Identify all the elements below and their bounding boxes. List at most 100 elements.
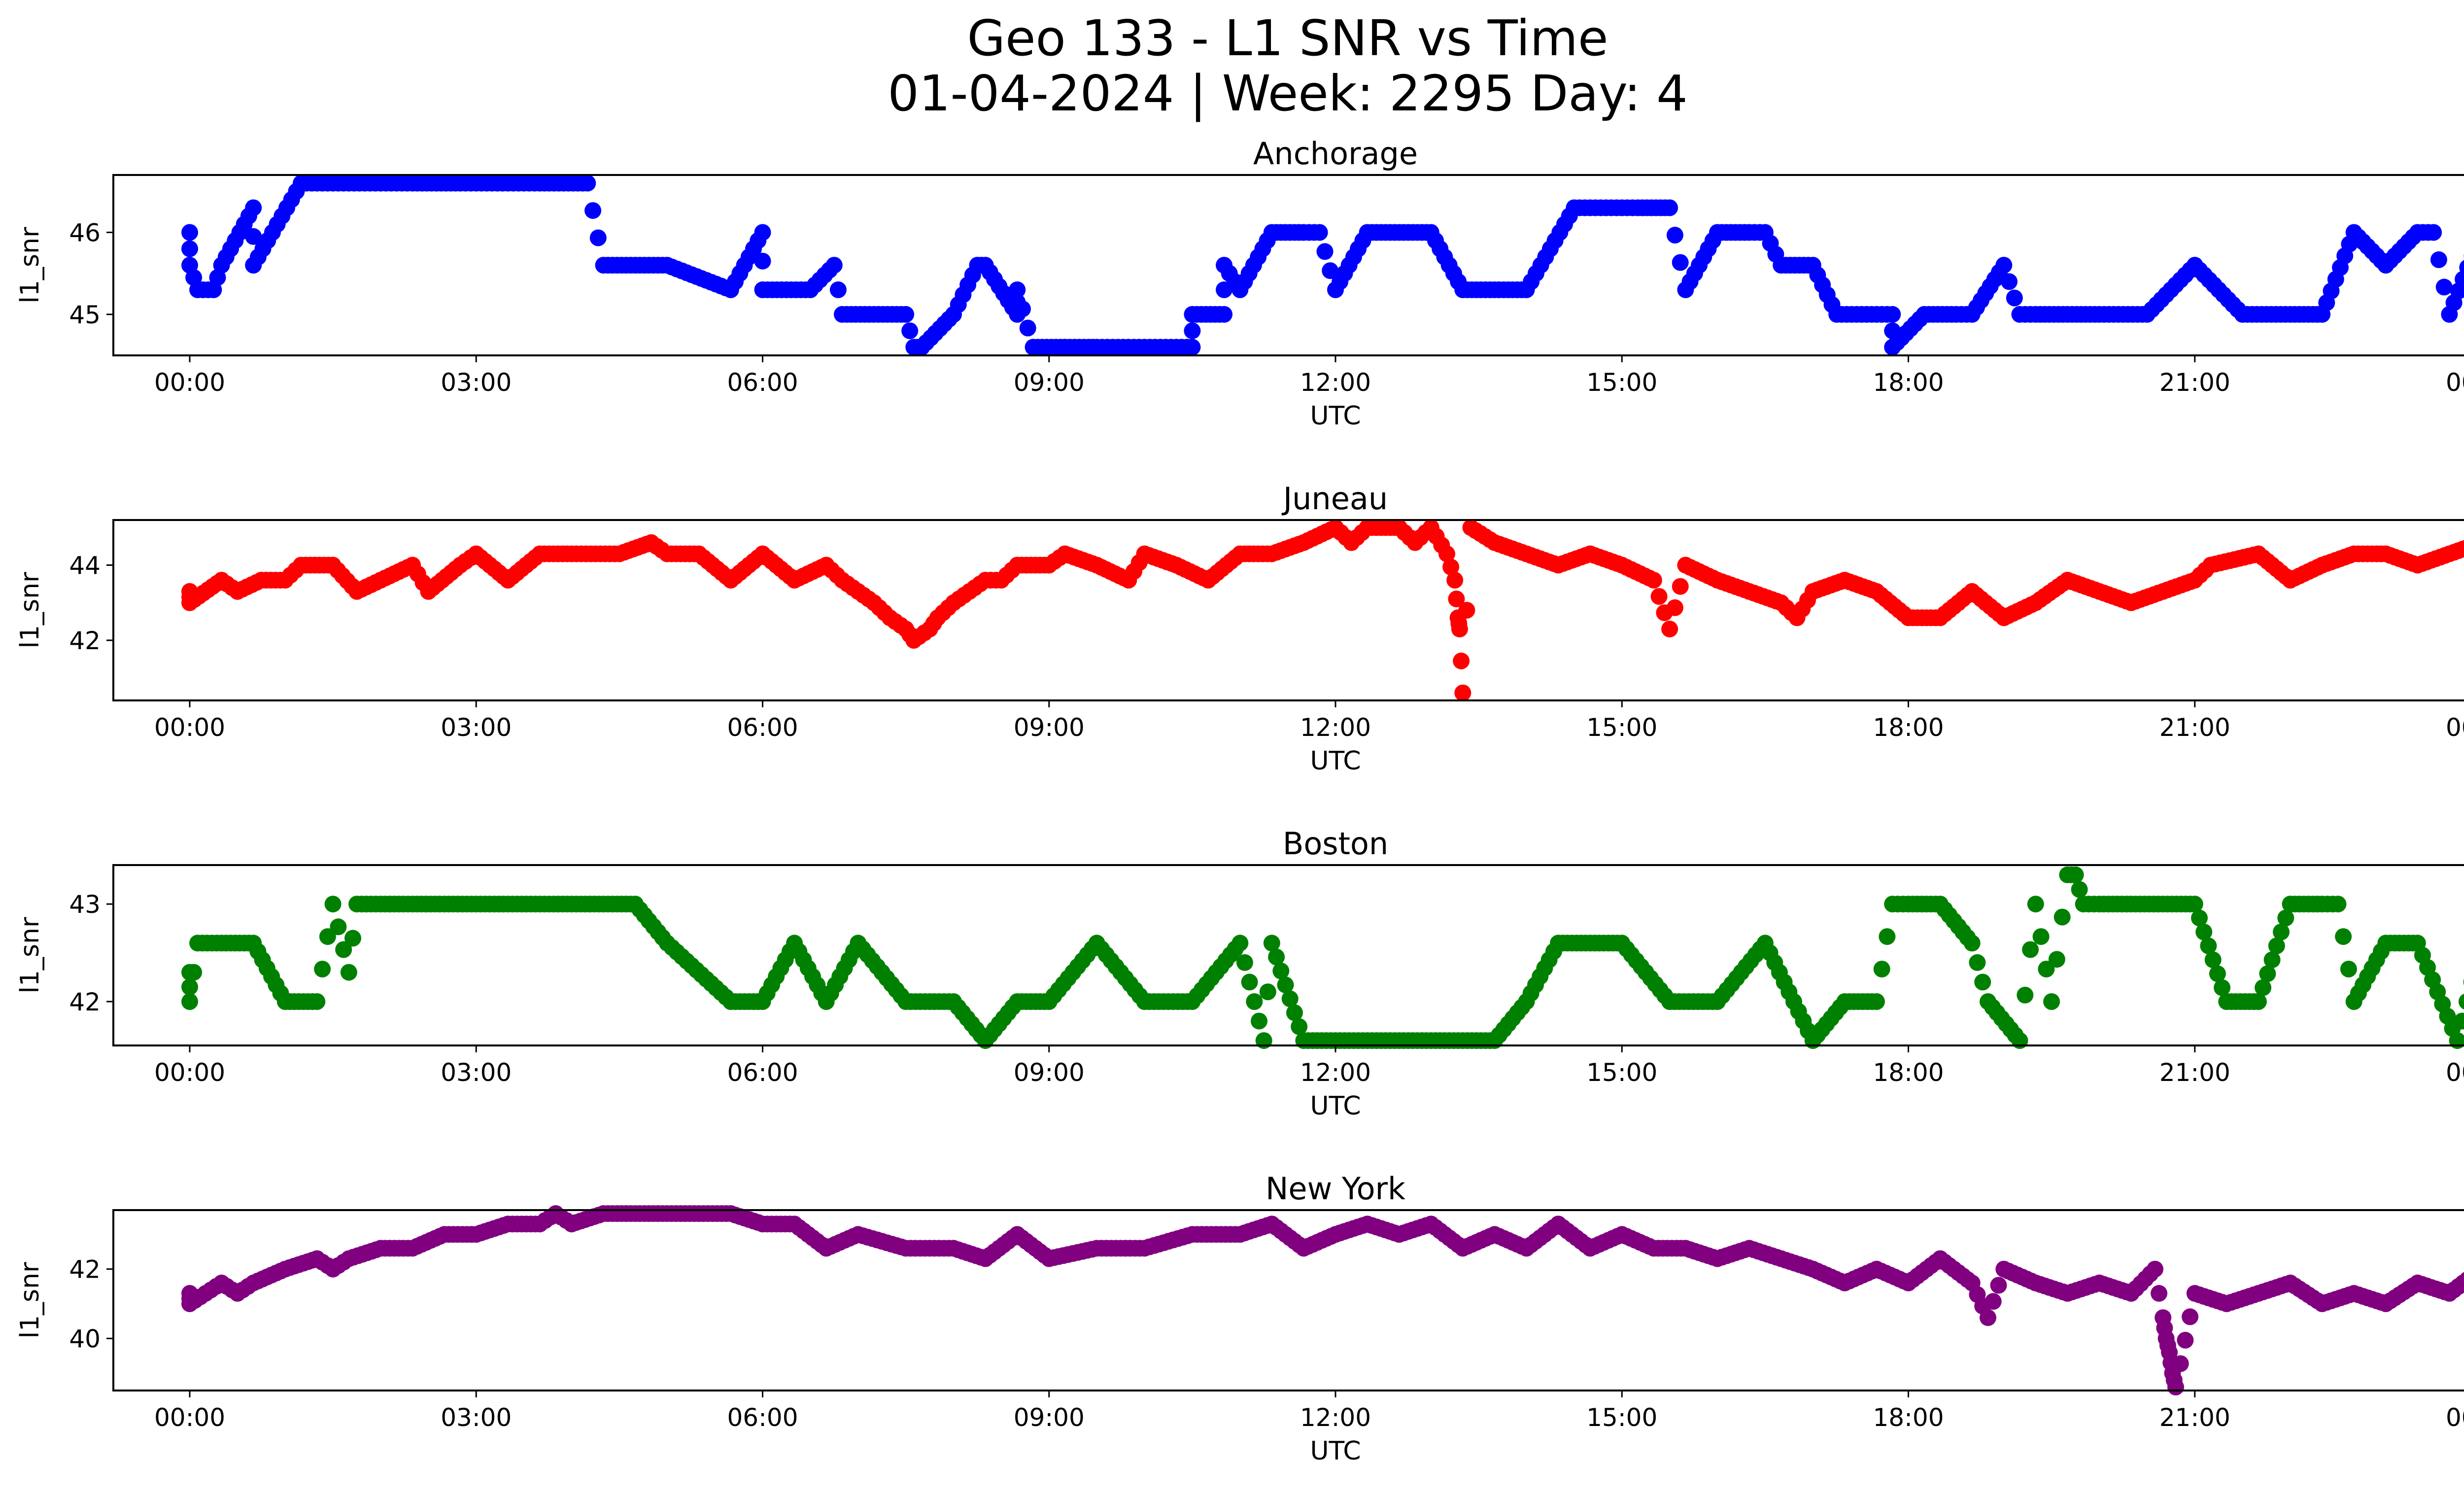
data-point [1650,588,1668,605]
x-tick-label: 00:00 [2446,1058,2464,1087]
figure-title-line-2: 01-04-2024 | Week: 2295 Day: 4 [888,65,1688,122]
data-point [1251,1012,1267,1030]
data-point [1751,224,1769,241]
x-tick-label: 12:00 [1300,368,1371,397]
data-point [2340,961,2357,977]
data-point [1305,224,1323,241]
data-point [2209,965,2226,982]
data-point [2043,993,2060,1010]
data-point [1454,684,1472,701]
subplot-title: Boston [1283,826,1388,862]
x-tick-label: 06:00 [727,1403,798,1432]
data-point [2459,260,2464,276]
data-point [181,978,198,996]
data-point [2245,993,2262,1010]
y-tick-label: 45 [69,301,101,329]
data-point [319,928,336,945]
data-point [1446,572,1464,589]
subplot-juneau: Juneau 00:00 03:00 06:00 09:00 12:00 15:00 18:0… [15,481,2464,776]
x-tick-label: 00:00 [2446,368,2464,397]
data-point [1268,948,1285,966]
data-point [185,269,203,286]
data-point [1259,983,1276,1001]
data-point [2048,951,2065,968]
plot-frame [112,174,2464,356]
data-point [1241,973,1258,991]
x-tick-label: 21:00 [2159,368,2230,397]
x-tick-label: 09:00 [1014,368,1085,397]
data-point [240,208,257,225]
x-tick-label: 09:00 [1014,1058,1085,1087]
subplot-title: New York [1266,1171,1405,1207]
x-tick-label: 03:00 [441,1403,512,1432]
data-point [2032,928,2050,945]
x-tick-label: 03:00 [441,713,512,742]
data-point [2458,994,2464,1009]
data-point [181,224,198,241]
subplot-title: Juneau [1281,481,1388,517]
data-point [1246,993,1263,1010]
data-point [2255,979,2272,996]
data-point [2006,289,2023,307]
subplot-boston: Boston 00:00 03:00 06:00 09:00 12:00 15:00 18:0… [15,826,2464,1121]
y-tick-label: 44 [69,552,101,580]
x-tick-label: 00:00 [154,1403,225,1432]
y-tick-label: 42 [69,1255,101,1284]
data-point [2420,224,2437,241]
data-point [1178,339,1196,356]
data-point [2151,1285,2168,1302]
x-tick-label: 18:00 [1873,713,1944,742]
data-point [1974,973,1991,991]
data-point [1799,591,1816,609]
x-axis-label: UTC [1310,1091,1361,1121]
x-tick-label: 09:00 [1014,1403,1085,1432]
y-tick-label: 40 [69,1324,101,1353]
x-tick-label: 18:00 [1873,1403,1944,1432]
data-point [1448,591,1465,608]
data-point [2200,937,2217,954]
subplot-new-york: New York 00:00 03:00 06:00 09:00 12:00 15:00 18… [15,1171,2464,1466]
data-point [2001,273,2018,290]
x-axis-label: UTC [1310,401,1361,431]
data-point [1985,1293,2002,1310]
data-point [2404,935,2422,952]
data-point [1666,599,1683,616]
data-point [344,930,361,947]
data-points [181,866,2464,1049]
data-point [1450,615,1468,632]
data-point [2335,928,2352,945]
data-point [1959,929,1976,946]
data-point [314,961,331,977]
data-point [821,262,838,278]
data-point [892,306,910,323]
y-tick-label: 42 [69,988,101,1016]
data-point [1959,1271,1976,1288]
data-point [2459,540,2464,555]
data-point [2309,306,2326,323]
data-point [1453,652,1470,669]
data-point [200,281,217,298]
data-point [2191,909,2208,927]
data-point [1767,245,1784,263]
data-point [2017,986,2034,1004]
data-point [754,252,771,270]
y-axis-label: l1_snr [15,917,45,994]
data-point [1433,536,1450,554]
data-point [940,311,958,328]
data-point [2053,908,2071,926]
data-point [1322,262,1339,279]
data-point [2172,1355,2189,1372]
data-point [1184,322,1201,340]
data-point [1291,1018,1308,1035]
data-point [1227,940,1244,958]
x-tick-label: 06:00 [727,713,798,742]
data-point [2038,961,2055,977]
x-tick-label: 06:00 [727,368,798,397]
x-tick-label: 15:00 [1586,1403,1657,1432]
data-point [2007,1026,2024,1043]
data-point [181,240,198,257]
data-point [1286,1004,1303,1021]
x-tick-label: 18:00 [1873,368,1944,397]
x-tick-label: 09:00 [1014,713,1085,742]
data-point [1014,300,1031,317]
